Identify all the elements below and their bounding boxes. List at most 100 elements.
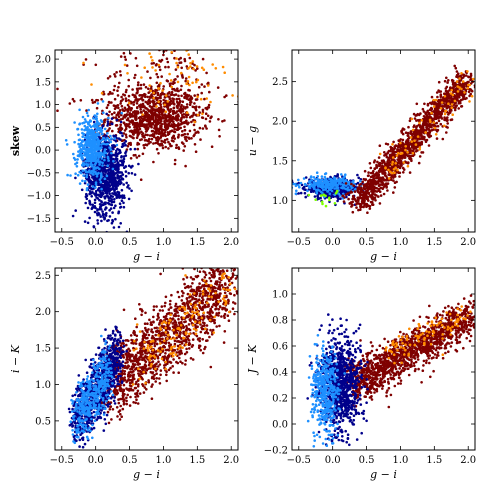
scatter-point-dark_blue: [96, 208, 99, 211]
scatter-point-dark_blue: [115, 186, 118, 189]
scatter-point-dark_red: [149, 96, 152, 99]
scatter-point-orange: [247, 83, 250, 86]
scatter-point-dark_red: [119, 55, 123, 58]
scatter-point-light_blue: [94, 144, 97, 147]
scatter-point-dark_red: [399, 145, 402, 148]
scatter-point-dark_red: [445, 96, 449, 99]
scatter-point-dark_red: [109, 92, 113, 95]
scatter-point-orange: [90, 83, 93, 86]
scatter-point-orange: [432, 98, 436, 102]
scatter-point-dark_blue: [85, 197, 89, 201]
scatter-point-green: [333, 202, 337, 205]
scatter-point-dark_red: [440, 109, 444, 112]
scatter-point-orange: [443, 112, 447, 116]
scatter-point-dark_red: [400, 129, 404, 132]
scatter-point-dark_red: [131, 119, 134, 122]
scatter-point-dark_red: [116, 104, 120, 107]
scatter-point-light_blue: [87, 150, 90, 154]
scatter-point-orange: [148, 84, 151, 87]
scatter-point-dark_red: [113, 73, 116, 76]
scatter-point-dark_red: [465, 96, 468, 100]
scatter-point-dark_red: [159, 132, 163, 135]
scatter-point-light_blue: [99, 119, 103, 122]
y-tick-label: 2.0: [272, 117, 288, 128]
scatter-point-dark_red: [184, 79, 187, 83]
scatter-point-dark_blue: [114, 204, 117, 207]
scatter-point-dark_red: [123, 106, 127, 110]
scatter-point-orange: [420, 119, 424, 122]
scatter-point-dark_red: [469, 92, 473, 96]
scatter-point-dark_red: [155, 138, 159, 141]
scatter-point-dark_red: [84, 58, 88, 61]
scatter-point-dark_red: [124, 99, 128, 103]
scatter-point-dark_red: [135, 64, 139, 68]
scatter-point-dark_red: [373, 186, 377, 190]
scatter-point-dark_red: [369, 181, 372, 185]
scatter-point-dark_red: [193, 133, 196, 136]
scatter-point-orange: [439, 107, 443, 110]
scatter-point-dark_red: [383, 151, 386, 154]
scatter-point-dark_red: [406, 131, 410, 135]
scatter-point-dark_blue: [101, 191, 104, 195]
scatter-point-dark_red: [147, 87, 150, 91]
scatter-point-dark_red: [437, 80, 441, 84]
scatter-point-dark_red: [401, 138, 405, 142]
scatter-point-light_blue: [73, 121, 76, 124]
scatter-point-green: [322, 193, 326, 197]
scatter-point-orange: [151, 66, 154, 69]
scatter-point-dark_red: [122, 132, 126, 135]
scatter-point-dark_red: [103, 120, 106, 124]
scatter-point-dark_blue: [125, 181, 128, 185]
scatter-point-dark_red: [182, 149, 185, 152]
scatter-point-orange: [186, 80, 190, 83]
scatter-point-dark_red: [423, 102, 426, 106]
scatter-point-orange: [395, 154, 399, 157]
scatter-point-dark_red: [391, 151, 395, 154]
scatter-point-light_blue: [80, 128, 84, 131]
scatter-point-dark_red: [167, 123, 171, 127]
scatter-point-dark_blue: [104, 145, 107, 149]
scatter-point-orange: [155, 105, 158, 108]
scatter-point-light_blue: [283, 187, 286, 190]
scatter-point-dark_blue: [106, 190, 109, 194]
scatter-point-light_blue: [106, 132, 109, 135]
scatter-point-dark_red: [187, 121, 190, 125]
scatter-point-dark_red: [146, 95, 149, 99]
scatter-point-orange: [443, 95, 447, 98]
scatter-point-dark_blue: [103, 180, 106, 184]
scatter-point-dark_blue: [109, 207, 113, 210]
scatter-point-dark_red: [422, 110, 426, 113]
scatter-point-dark_blue: [109, 168, 113, 172]
scatter-point-orange: [244, 54, 247, 57]
scatter-point-dark_blue: [118, 182, 122, 186]
scatter-point-dark_red: [181, 107, 185, 111]
scatter-point-orange: [402, 161, 406, 164]
scatter-point-orange: [391, 143, 394, 146]
scatter-point-dark_red: [476, 85, 479, 88]
scatter-point-light_blue: [81, 169, 85, 172]
scatter-point-light_blue: [115, 143, 119, 147]
scatter-point-orange: [152, 96, 155, 100]
scatter-point-dark_red: [111, 129, 114, 133]
scatter-point-dark_red: [176, 106, 179, 110]
scatter-point-dark_red: [155, 147, 159, 151]
scatter-point-dark_red: [439, 122, 443, 126]
y-tick-label: 0.5: [35, 123, 51, 134]
scatter-point-dark_red: [127, 78, 130, 82]
scatter-point-dark_red: [375, 172, 379, 176]
scatter-point-dark_red: [132, 110, 135, 114]
scatter-point-dark_red: [141, 132, 145, 135]
scatter-point-dark_blue: [88, 190, 92, 193]
scatter-point-light_blue: [92, 131, 96, 135]
scatter-point-dark_red: [153, 100, 156, 103]
scatter-point-orange: [157, 63, 161, 67]
scatter-point-light_blue: [97, 122, 100, 125]
scatter-point-light_blue: [312, 176, 316, 179]
scatter-point-dark_red: [118, 81, 121, 85]
scatter-point-dark_red: [409, 132, 412, 135]
scatter-point-orange: [444, 109, 448, 113]
scatter-point-light_blue: [96, 148, 99, 151]
scatter-point-orange: [391, 156, 395, 159]
scatter-point-dark_red: [430, 129, 434, 132]
scatter-point-dark_blue: [130, 172, 134, 175]
